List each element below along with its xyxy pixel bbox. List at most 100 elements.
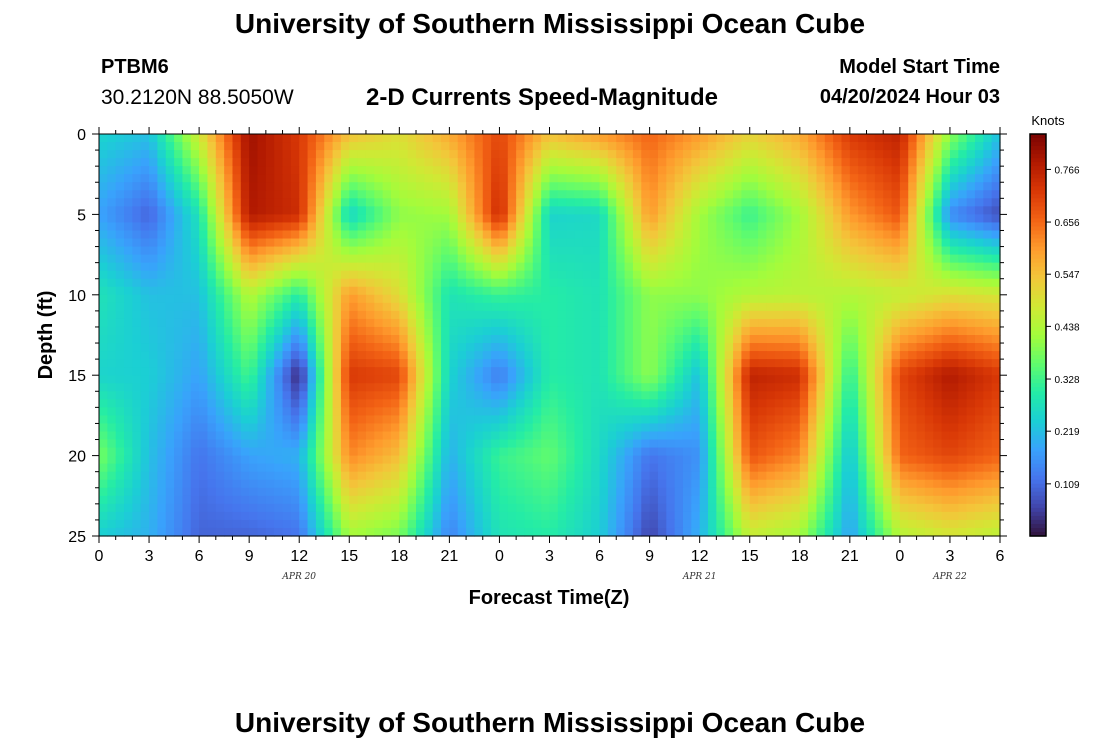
heatmap-cell [758,294,767,304]
heatmap-cell [758,439,767,449]
heatmap-cell [941,391,951,400]
heatmap-cell [983,335,993,344]
heatmap-cell [616,230,626,240]
heatmap-cell [816,423,826,433]
heatmap-cell [290,182,300,191]
heatmap-cell [791,310,801,320]
heatmap-cell [482,471,492,481]
heatmap-cell [407,182,417,191]
heatmap-cell [874,262,884,272]
heatmap-cell [124,310,133,320]
heatmap-cell [891,198,901,207]
heatmap-cell [874,391,884,400]
heatmap-cell [733,326,742,336]
heatmap-cell [482,142,492,151]
heatmap-cell [282,270,292,280]
heatmap-cell [290,158,300,167]
heatmap-cell [641,447,651,457]
heatmap-cell [991,431,1001,441]
heatmap-cell [240,351,250,360]
heatmap-cell [549,383,559,392]
heatmap-cell [457,479,467,489]
heatmap-cell [908,455,918,465]
heatmap-cell [791,431,801,441]
heatmap-cell [708,214,717,224]
heatmap-cell [891,351,901,360]
heatmap-cell [182,399,192,408]
heatmap-cell [574,166,584,175]
heatmap-cell [682,166,692,175]
heatmap-cell [649,359,659,368]
heatmap-cell [616,278,626,288]
heatmap-cell [607,399,617,408]
heatmap-cell [224,503,234,513]
heatmap-cell [841,262,851,272]
heatmap-cell [816,375,826,384]
heatmap-cell [199,150,209,159]
heatmap-cell [624,383,634,392]
heatmap-cell [741,270,751,280]
heatmap-cell [349,190,359,199]
heatmap-cell [149,238,158,248]
heatmap-cell [157,158,167,167]
heatmap-cell [174,230,184,240]
heatmap-cell [232,503,242,513]
heatmap-cell [115,343,125,352]
heatmap-cell [190,503,200,513]
heatmap-cell [107,310,117,320]
heatmap-cell [140,399,150,408]
heatmap-cell [165,503,175,513]
heatmap-cell [507,391,517,400]
heatmap-cell [649,463,659,473]
heatmap-cell [290,230,300,240]
heatmap-cell [365,318,375,328]
heatmap-cell [808,407,818,416]
heatmap-cell [390,302,400,312]
heatmap-cell [591,158,601,167]
heatmap-cell [482,463,492,473]
heatmap-cell [566,270,576,280]
heatmap-cell [624,142,634,151]
heatmap-cell [491,254,501,264]
heatmap-cell [132,423,142,433]
heatmap-cell [774,471,784,481]
heatmap-cell [432,150,442,159]
heatmap-cell [516,198,526,207]
heatmap-cell [599,142,609,151]
heatmap-cell [941,206,951,215]
heatmap-cell [182,230,192,240]
heatmap-cell [591,439,601,449]
heatmap-cell [708,383,717,392]
heatmap-cell [808,415,818,425]
heatmap-cell [457,310,467,320]
heatmap-cell [557,367,567,376]
heatmap-cell [474,495,484,505]
heatmap-cell [699,166,709,175]
heatmap-cell [699,359,709,368]
heatmap-cell [874,294,884,304]
heatmap-cell [674,166,684,175]
heatmap-cell [182,254,192,264]
heatmap-cell [140,318,150,328]
heatmap-cell [132,455,142,465]
heatmap-cell [624,423,634,433]
heatmap-cell [107,166,117,175]
heatmap-cell [357,142,367,151]
heatmap-cell [933,142,943,151]
heatmap-cell [282,343,292,352]
heatmap-cell [140,423,150,433]
heatmap-cell [299,447,309,457]
heatmap-cell [207,343,217,352]
heatmap-cell [99,198,108,207]
heatmap-cell [541,335,551,344]
heatmap-cell [749,495,759,505]
heatmap-cell [374,310,384,320]
heatmap-cell [315,455,325,465]
heatmap-cell [449,487,459,497]
heatmap-cell [257,302,267,312]
heatmap-cell [224,302,234,312]
heatmap-cell [858,246,868,256]
heatmap-cell [299,230,309,240]
heatmap-cell [691,495,701,505]
heatmap-cell [724,286,734,296]
